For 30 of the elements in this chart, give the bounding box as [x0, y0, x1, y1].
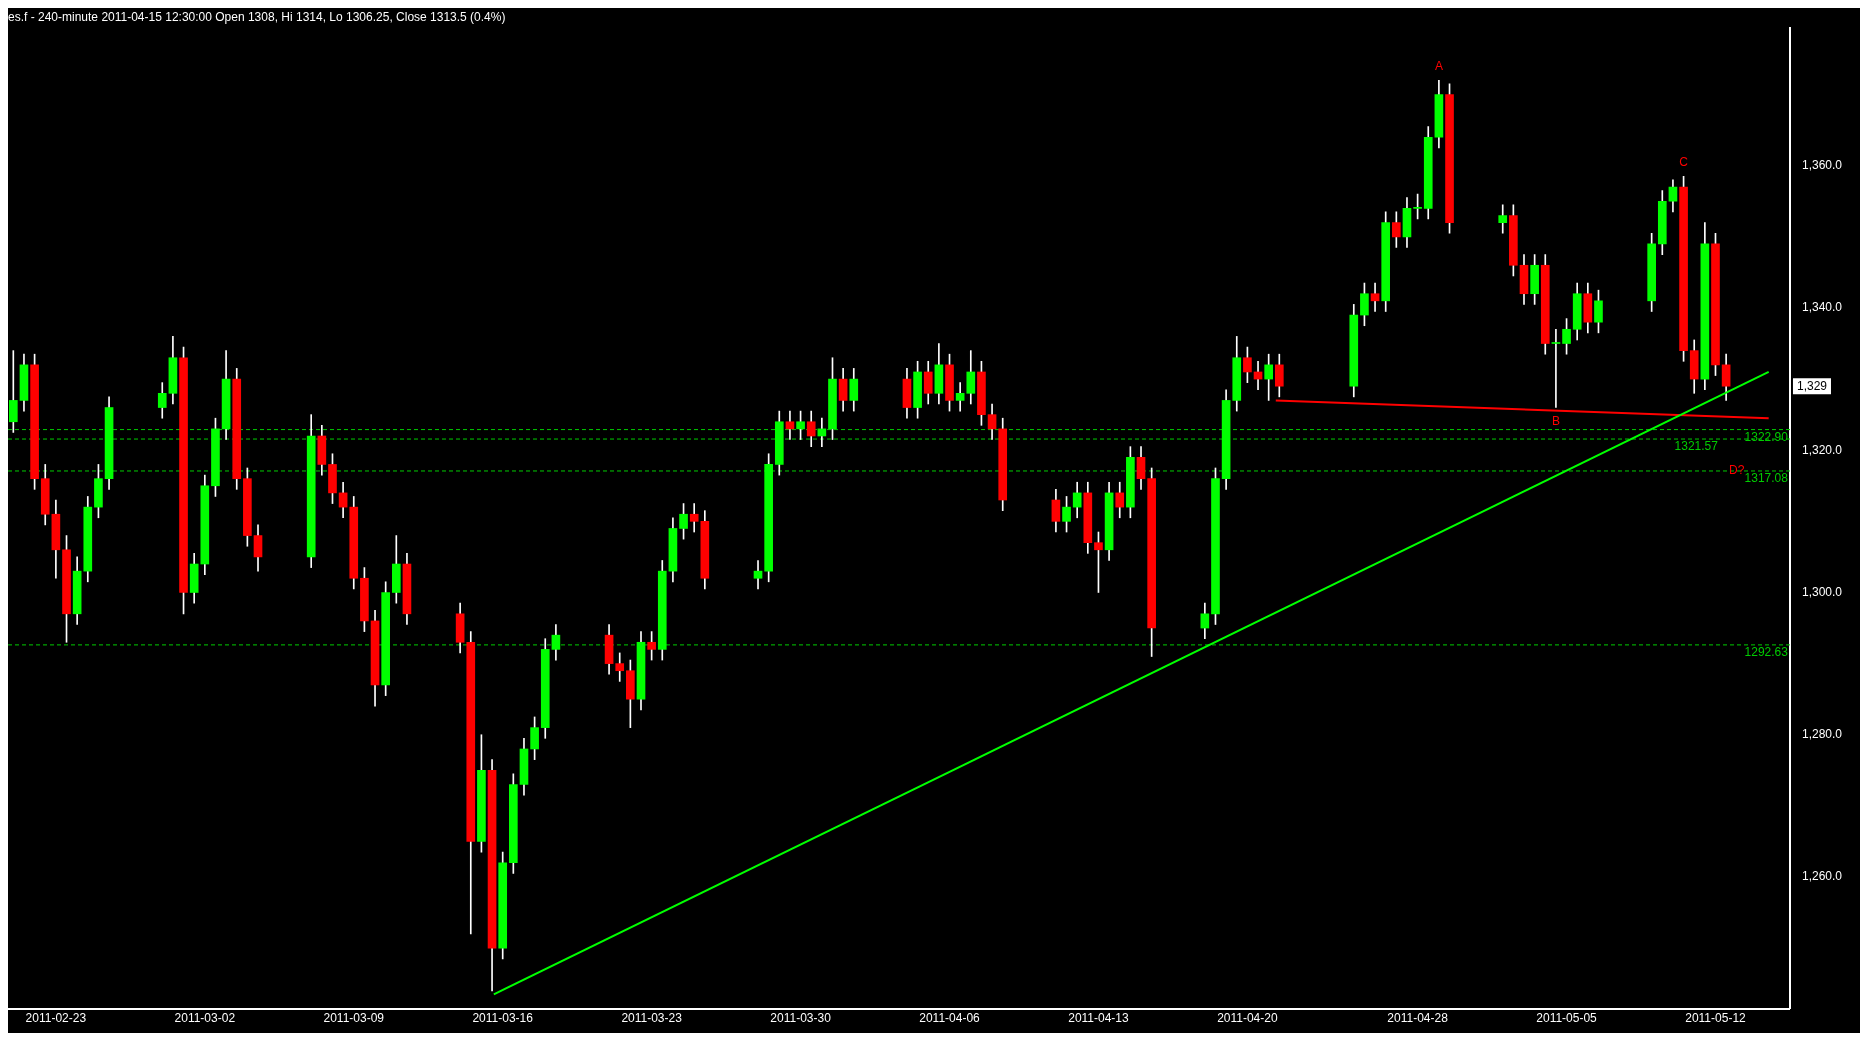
candlestick — [1551, 328, 1561, 408]
annotation: A — [1434, 58, 1443, 73]
chart-title: es.f - 240-minute 2011-04-15 12:30:00 Open 1308, Hi 1314, Lo 1306.25, Close 1313.5 (0.4%) — [8, 9, 506, 24]
annotation: D? — [1729, 462, 1745, 477]
text: 1,329 — [1796, 378, 1828, 393]
ref-line-label: 1322.90 — [1744, 429, 1789, 444]
x-tick-label: 2011-04-06 — [919, 1011, 981, 1026]
y-tick-label: 1,300.0 — [1801, 584, 1843, 599]
y-tick-label: 1,320.0 — [1801, 442, 1843, 457]
y-tick-label: 1,260.0 — [1801, 869, 1843, 884]
x-tick-label: 2011-03-30 — [770, 1011, 832, 1026]
annotation: C — [1679, 154, 1689, 169]
x-tick-label: 2011-03-09 — [323, 1011, 385, 1026]
y-tick-label: 1,360.0 — [1801, 158, 1843, 172]
x-tick-label: 2011-04-28 — [1387, 1011, 1449, 1026]
x-tick-label: 2011-04-13 — [1068, 1011, 1130, 1026]
x-tick-label: 2011-03-02 — [174, 1011, 236, 1026]
x-tick-label: 2011-05-05 — [1536, 1011, 1598, 1026]
ref-line-label: 1321.57 — [1674, 439, 1719, 454]
candlestick — [1498, 204, 1508, 234]
x-tick-label: 2011-03-23 — [621, 1011, 683, 1026]
y-tick-label: 1,340.0 — [1801, 300, 1843, 315]
x-tick-label: 2011-05-12 — [1685, 1011, 1747, 1026]
y-tick-label: 1,280.0 — [1801, 727, 1843, 742]
x-tick-label: 2011-04-20 — [1217, 1011, 1278, 1026]
ref-line-label: 1317.08 — [1744, 471, 1789, 486]
ref-line-label: 1292.63 — [1744, 645, 1789, 660]
x-tick-label: 2011-02-23 — [25, 1011, 87, 1026]
x-tick-label: 2011-03-16 — [472, 1011, 534, 1026]
annotation: B — [1551, 413, 1560, 428]
